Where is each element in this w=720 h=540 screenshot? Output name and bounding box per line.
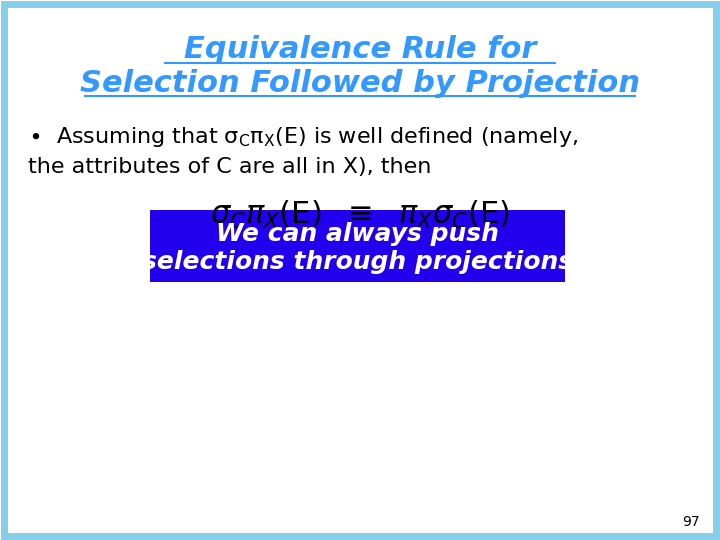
Text: $\sigma_C\pi_X$(E)  $\equiv$  $\pi_X\sigma_C$(E): $\sigma_C\pi_X$(E) $\equiv$ $\pi_X\sigma… (210, 199, 510, 231)
Text: Selection Followed by Projection: Selection Followed by Projection (80, 69, 640, 98)
Text: 97: 97 (683, 515, 700, 529)
Text: Equivalence Rule for: Equivalence Rule for (184, 36, 536, 64)
Text: We can always push: We can always push (216, 222, 499, 246)
Text: the attributes of C are all in X), then: the attributes of C are all in X), then (28, 157, 431, 177)
Text: selections through projections: selections through projections (142, 250, 573, 274)
Bar (150, 210, 565, 282)
Text: $\bullet$  Assuming that $\mathregular{\sigma_C\pi_X}$(E) is well defined (namel: $\bullet$ Assuming that $\mathregular{\s… (28, 125, 578, 149)
